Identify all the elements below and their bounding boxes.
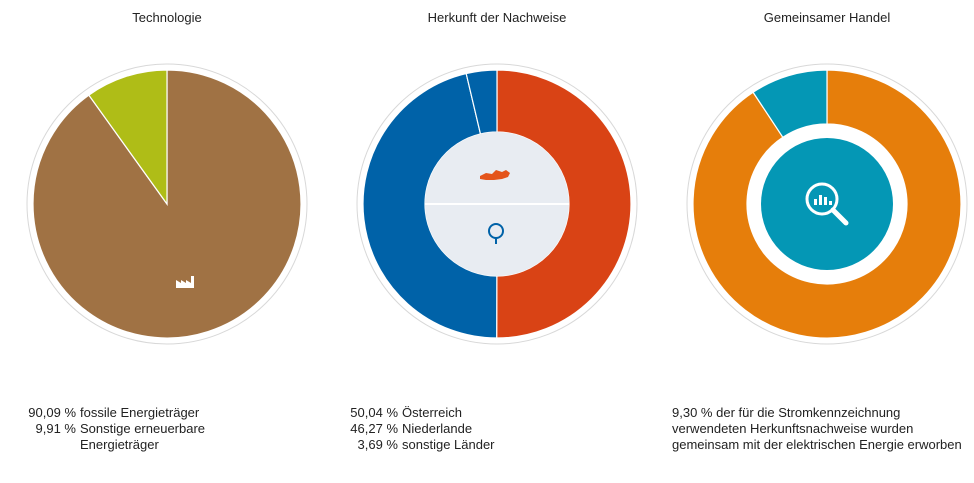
icon-bar (814, 199, 817, 205)
legend-value: 46,27 % (350, 421, 398, 436)
legend-value: 50,04 % (350, 405, 398, 420)
legend-value: 90,09 % (28, 405, 76, 420)
charts: Technologie Herkunft der Nachweise Gemeins… (26, 10, 968, 345)
legend-text: 9,30 % der für die Stromkennzeichnung ve… (672, 405, 974, 453)
legend-label: Niederlande (402, 421, 473, 436)
legend-value: 9,30 % (672, 405, 713, 420)
legend-row: 3,69 % sonstige Länder (340, 437, 600, 453)
legend-label: sonstige Länder (402, 437, 495, 452)
legend-row: 46,27 % Niederlande (340, 421, 600, 437)
legend-label: der für die Stromkennzeichnung verwendet… (672, 405, 962, 452)
factory-icon (176, 276, 194, 288)
segment (752, 69, 828, 139)
legend-label: fossile Energieträger (80, 405, 200, 420)
magnifier-handle (830, 207, 849, 226)
legend: 50,04 % Österreich 46,27 % Niederlande 3,69 … (340, 405, 600, 453)
legend-row: 9,91 % Sonstige erneuerbare Energieträger (18, 421, 278, 453)
segment (88, 69, 168, 206)
legend-label: Sonstige erneuerbare Energieträger (80, 421, 206, 452)
legend-row: 90,09 % fossile Energieträger (18, 405, 278, 421)
chart-title: Herkunft der Nachweise (428, 10, 567, 25)
legend: 90,09 % fossile Energieträger 9,91 % Sonsti… (18, 405, 278, 453)
chart-title: Gemeinsamer Handel (764, 10, 891, 25)
legend-row: 50,04 % Österreich (340, 405, 600, 421)
icon-bar (819, 195, 822, 205)
icon-bar (829, 201, 832, 205)
legend-label: Österreich (402, 405, 462, 420)
factory-shape (176, 276, 194, 288)
legend-value: 9,91 % (35, 421, 76, 436)
icon-bar (824, 197, 827, 205)
magnifier (805, 182, 839, 216)
austria-icon (480, 170, 510, 180)
chart-title: Technologie (132, 10, 201, 25)
legend-value: 3,69 % (357, 437, 398, 452)
segment (692, 69, 962, 339)
legend: 9,30 % der für die Stromkennzeichnung ve… (672, 405, 974, 453)
